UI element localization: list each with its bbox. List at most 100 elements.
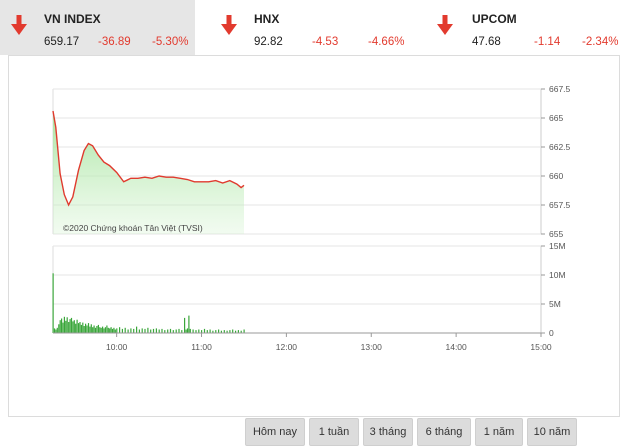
volume-bar	[107, 327, 109, 333]
volume-bar	[109, 328, 111, 333]
range-button[interactable]: Hôm nay	[245, 418, 305, 446]
x-tick-label: 13:00	[361, 342, 383, 352]
x-tick-label: 10:00	[106, 342, 128, 352]
volume-bar	[164, 330, 166, 333]
volume-bar	[184, 317, 186, 333]
volume-bar	[94, 327, 97, 333]
volume-bar	[85, 323, 87, 333]
volume-bar	[152, 328, 155, 333]
volume-bar	[212, 330, 214, 333]
range-button[interactable]: 3 tháng	[363, 418, 413, 446]
volume-bar	[215, 330, 217, 333]
range-button[interactable]: 1 tuần	[309, 418, 359, 446]
volume-bar	[161, 328, 163, 333]
volume-bar	[155, 328, 157, 333]
volume-bar	[167, 329, 169, 333]
price-y-tick-label: 655	[549, 229, 563, 239]
volume-bar	[104, 327, 106, 333]
index-change: -36.89	[98, 36, 131, 48]
index-percent: -2.34%	[582, 36, 619, 48]
volume-bar	[83, 326, 85, 333]
volume-bar	[52, 273, 54, 333]
volume-y-tick-label: 5M	[549, 299, 561, 309]
time-x-axis: 10:00 11:00 12:00 13:00 14:00 15:00	[53, 332, 552, 352]
volume-bar	[185, 329, 187, 333]
price-y-tick-label: 657.5	[549, 200, 571, 210]
volume-bar	[92, 327, 94, 333]
volume-bar	[144, 328, 146, 333]
index-name: VN INDEX	[44, 12, 101, 26]
intraday-chart: ©2020 Chứng khoán Tân Việt (TVSI) 667.56…	[52, 84, 571, 352]
volume-bar	[78, 323, 80, 333]
volume-bar	[68, 322, 70, 333]
volume-bar	[79, 322, 81, 333]
volume-bar	[59, 320, 61, 333]
volume-bar	[69, 319, 71, 333]
volume-bar	[93, 325, 95, 333]
volume-bar	[87, 323, 90, 333]
down-arrow-icon	[437, 15, 453, 35]
index-tab-upcom[interactable]: UPCOM 47.68 -1.14 -2.34%	[426, 0, 624, 55]
price-y-tick-label: 665	[549, 113, 563, 123]
volume-bar	[141, 328, 143, 333]
volume-bar	[102, 326, 104, 333]
volume-bar	[201, 330, 203, 333]
volume-bar	[203, 328, 206, 333]
x-tick-label: 12:00	[276, 342, 298, 352]
volume-bar	[127, 329, 129, 333]
down-arrow-icon	[221, 15, 237, 35]
range-button[interactable]: 1 năm	[475, 418, 523, 446]
price-y-tick-label: 662.5	[549, 142, 571, 152]
volume-bar	[116, 328, 118, 333]
volume-bar	[111, 328, 114, 333]
volume-bar	[119, 327, 121, 333]
volume-bar	[237, 330, 239, 333]
x-tick-label: 11:00	[191, 342, 212, 352]
index-tab-vnindex[interactable]: VN INDEX 659.17 -36.89 -5.30%	[0, 0, 195, 55]
volume-bar	[90, 324, 92, 333]
volume-bar	[72, 321, 74, 333]
x-tick-label: 15:00	[530, 342, 552, 352]
x-tick-label: 14:00	[445, 342, 467, 352]
volume-bar	[62, 322, 64, 333]
volume-bar	[99, 327, 101, 333]
volume-bar	[55, 329, 57, 333]
volume-bar	[63, 316, 65, 333]
volume-bar	[158, 329, 160, 333]
volume-bar	[192, 329, 194, 333]
volume-bar	[61, 318, 63, 333]
volume-bar	[130, 328, 132, 333]
volume-bar	[76, 319, 78, 333]
volume-bar	[226, 330, 228, 333]
volume-bar	[75, 323, 77, 333]
volume-bar	[209, 329, 211, 333]
index-change: -1.14	[534, 36, 561, 48]
index-value: 659.17	[44, 36, 80, 48]
volume-bar	[240, 330, 242, 333]
volume-bar	[235, 330, 237, 333]
volume-bar	[53, 328, 56, 333]
index-value: 47.68	[472, 36, 501, 48]
range-button[interactable]: 6 tháng	[417, 418, 471, 446]
volume-bar	[100, 327, 102, 333]
range-button[interactable]: 10 năm	[527, 418, 577, 446]
volume-bar	[181, 330, 183, 333]
index-name: HNX	[254, 12, 280, 26]
volume-bar	[206, 330, 208, 333]
volume-bar	[136, 326, 138, 333]
volume-bar	[178, 328, 180, 333]
volume-bar	[97, 324, 99, 333]
volume-y-tick-label: 10M	[549, 270, 566, 280]
price-y-tick-label: 660	[549, 171, 563, 181]
volume-bar	[89, 326, 91, 333]
volume-bar	[138, 329, 140, 333]
volume-bar	[103, 328, 105, 333]
price-area	[53, 111, 244, 234]
index-percent: -5.30%	[152, 36, 189, 48]
index-name: UPCOM	[472, 12, 517, 26]
chart-watermark: ©2020 Chứng khoán Tân Việt (TVSI)	[63, 223, 203, 233]
index-tab-hnx[interactable]: HNX 92.82 -4.53 -4.66%	[210, 0, 410, 55]
price-grid	[52, 88, 542, 235]
volume-bar	[186, 328, 189, 333]
volume-y-tick-label: 0	[549, 328, 554, 338]
